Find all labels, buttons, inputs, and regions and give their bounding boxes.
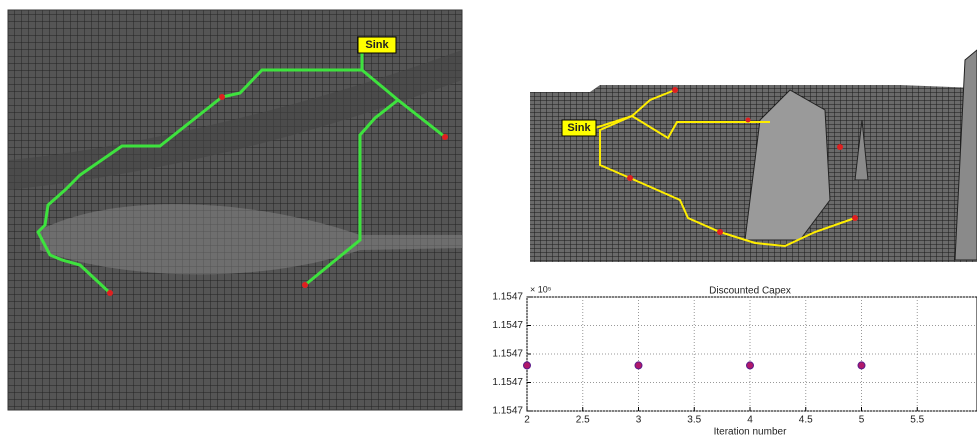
source bbox=[717, 229, 723, 235]
source bbox=[746, 118, 751, 123]
sink-label: Sink bbox=[567, 122, 591, 134]
y-tick-label: 1.1547 bbox=[492, 377, 523, 388]
sink-label: Sink bbox=[365, 39, 389, 51]
source bbox=[107, 290, 113, 296]
y-multiplier: × 10⁵ bbox=[530, 284, 552, 294]
left-map: Sink bbox=[8, 10, 462, 410]
point bbox=[524, 362, 531, 369]
x-axis-label: Iteration number bbox=[714, 427, 787, 438]
source bbox=[442, 134, 448, 140]
source bbox=[852, 215, 858, 221]
source bbox=[219, 94, 225, 100]
x-tick-label: 5.5 bbox=[910, 415, 924, 426]
x-tick-label: 3.5 bbox=[687, 415, 701, 426]
point bbox=[635, 362, 642, 369]
figure: Sink Sink Discounted Capex Iteration num… bbox=[0, 0, 977, 439]
source bbox=[672, 87, 678, 93]
x-tick-label: 4 bbox=[747, 415, 753, 426]
source bbox=[302, 282, 308, 288]
x-tick-label: 3 bbox=[636, 415, 642, 426]
x-tick-label: 2.5 bbox=[576, 415, 590, 426]
point bbox=[747, 362, 754, 369]
y-tick-label: 1.1547 bbox=[492, 320, 523, 331]
source bbox=[627, 175, 633, 181]
x-tick-label: 4.5 bbox=[799, 415, 813, 426]
right-map: Sink bbox=[530, 50, 977, 262]
chart: Discounted Capex Iteration number × 10⁵ … bbox=[492, 284, 977, 437]
source bbox=[837, 144, 843, 150]
x-tick-label: 5 bbox=[859, 415, 865, 426]
page: Sink Sink Discounted Capex Iteration num… bbox=[0, 0, 977, 439]
point bbox=[858, 362, 865, 369]
chart-title: Discounted Capex bbox=[709, 286, 791, 297]
x-tick-label: 2 bbox=[524, 415, 530, 426]
y-tick-label: 1.1547 bbox=[492, 406, 523, 417]
y-tick-label: 1.1547 bbox=[492, 292, 523, 303]
y-tick-label: 1.1547 bbox=[492, 349, 523, 360]
